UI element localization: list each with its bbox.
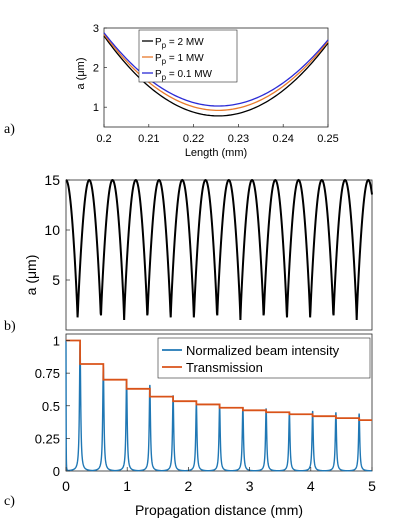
chart-c-legend-entry: Normalized beam intensity — [186, 343, 340, 358]
chart-c-y-tick-label: 0.75 — [35, 366, 60, 381]
chart-a-legend-entry: Pp = 2 MW — [155, 37, 204, 50]
chart-b-y-label: a (μm) — [23, 255, 39, 296]
chart-a-y-tick-label: 2 — [93, 63, 99, 75]
chart-c-y-tick-label: 0.25 — [35, 431, 60, 446]
panel-label-a: a) — [4, 122, 15, 137]
chart-a-legend-box — [138, 29, 238, 83]
chart-c-legend-box — [157, 337, 371, 379]
chart-a-y-label: a (μm) — [75, 57, 87, 89]
chart-a-x-tick-label: 0.22 — [183, 133, 204, 145]
chart-c-legend: Normalized beam intensity Transmission — [157, 337, 371, 379]
chart-a-x-tick-label: 0.23 — [228, 133, 249, 145]
chart-c-x-tick-label: 3 — [246, 478, 254, 494]
chart-b-y-tick-label: 15 — [44, 172, 60, 188]
chart-a-y-tick-label: 3 — [93, 23, 99, 35]
chart-b-axes-box — [65, 179, 373, 331]
chart-a-axes-box — [103, 27, 329, 128]
panel-label-c: c) — [4, 494, 15, 509]
chart-b-y-ticks: 5 10 15 — [44, 172, 70, 288]
chart-c-y-tick-label: 0.5 — [42, 399, 60, 414]
chart-a-legend-entry: Pp = 1 MW — [155, 53, 204, 66]
chart-c-x-tick-label: 5 — [368, 478, 376, 494]
chart-b-y-tick-label: 10 — [44, 222, 60, 238]
chart-a-legend-entry: Pp = 0.1 MW — [155, 69, 213, 82]
chart-a-x-ticks: 0.2 0.21 0.22 0.23 0.24 0.25 — [96, 124, 339, 145]
chart-a-x-tick-label: 0.21 — [138, 133, 159, 145]
chart-c-series-intensity — [65, 340, 372, 472]
chart-a-y-ticks: 1 2 3 — [93, 23, 107, 114]
chart-c-series-transmission — [66, 339, 372, 422]
chart-a-x-tick-label: 0.25 — [317, 133, 338, 145]
chart-a-legend: Pp = 2 MW Pp = 1 MW Pp = 0.1 MW — [138, 29, 238, 83]
panel-label-b: b) — [4, 319, 16, 334]
chart-b-y-tick-label: 5 — [52, 272, 60, 288]
chart-a: 0.2 0.21 0.22 0.23 0.24 0.25 123 Length (mm) … — [75, 23, 339, 159]
chart-a-x-tick-label: 0.2 — [96, 133, 111, 145]
chart-c-x-tick-label: 2 — [185, 478, 193, 494]
chart-c-x-tick-label: 0 — [62, 478, 70, 494]
chart-c-x-tick-label: 4 — [307, 478, 315, 494]
chart-a-x-tick-label: 0.24 — [272, 133, 293, 145]
chart-c-y-ticks: 0 0.25 0.5 0.75 1 — [35, 334, 70, 479]
chart-c-x-label: Propagation distance (mm) — [135, 502, 303, 518]
chart-a-y-tick-label: 1 — [93, 102, 99, 114]
chart-c: 0 1 2 3 4 5 0 0.25 0.5 0.75 1 Propagation distanc… — [35, 334, 376, 518]
chart-c-x-tick-label: 1 — [123, 478, 131, 494]
chart-c-y-tick-label: 0 — [53, 464, 60, 479]
chart-c-legend-entry: Transmission — [186, 360, 263, 375]
chart-c-x-ticks: 0 1 2 3 4 5 — [62, 467, 376, 494]
chart-b-series-line — [65, 178, 373, 321]
chart-b: 5 10 15 a (μm) — [23, 172, 373, 331]
chart-a-x-label: Length (mm) — [185, 147, 247, 159]
chart-c-y-tick-label: 1 — [53, 334, 60, 349]
